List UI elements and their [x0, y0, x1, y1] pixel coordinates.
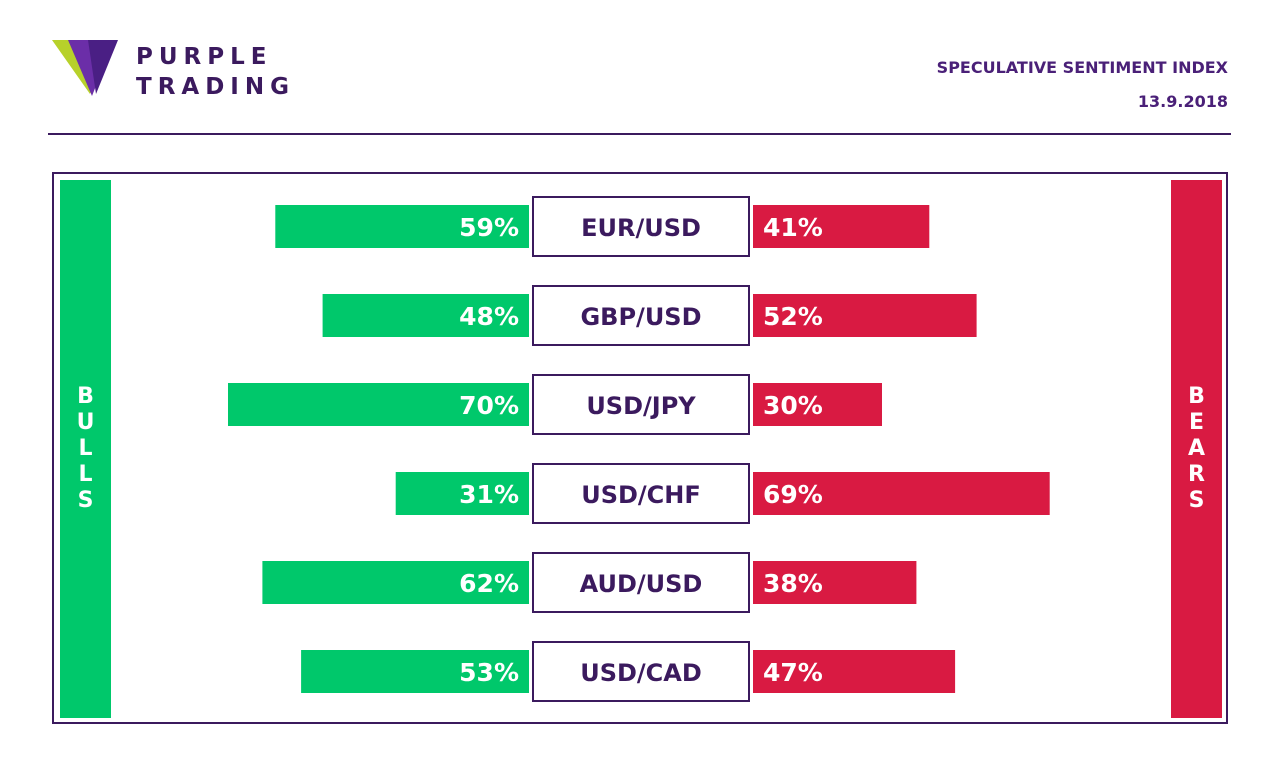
bears-label: BEARS [1184, 384, 1209, 514]
bulls-value-label: 53% [459, 658, 519, 687]
currency-pair-label: USD/JPY [586, 392, 696, 420]
bulls-side-bar: BULLS [60, 180, 111, 718]
purple-trading-logo[interactable]: PURPLE TRADING [52, 38, 312, 102]
pair-box [532, 285, 750, 346]
bulls-label: BULLS [73, 384, 98, 514]
bears-bar [753, 205, 930, 248]
bears-side-bar: BEARS [1171, 180, 1222, 718]
logo-mark-icon [52, 40, 118, 96]
pair-box [532, 552, 750, 613]
brand-name: PURPLE TRADING [136, 42, 295, 102]
bulls-bar [322, 294, 529, 337]
bears-value-label: 47% [763, 658, 823, 687]
currency-pair-label: GBP/USD [580, 303, 701, 331]
currency-pair-label: USD/CHF [581, 481, 701, 509]
bulls-value-label: 31% [459, 480, 519, 509]
bears-bar [753, 294, 977, 337]
bears-bar [753, 561, 917, 604]
bears-value-label: 41% [763, 213, 823, 242]
brand-line-2: TRADING [136, 74, 295, 100]
brand-line-1: PURPLE [136, 44, 273, 70]
currency-pair-label: USD/CAD [580, 659, 702, 687]
bulls-value-label: 70% [459, 391, 519, 420]
report-date: 13.9.2018 [1137, 92, 1228, 111]
pair-box [532, 463, 750, 524]
bulls-bar [275, 205, 529, 248]
bulls-bar [395, 472, 529, 515]
pair-box [532, 641, 750, 702]
bulls-value-label: 48% [459, 302, 519, 331]
bears-value-label: 69% [763, 480, 823, 509]
page-title: SPECULATIVE SENTIMENT INDEX [936, 58, 1228, 77]
currency-pair-label: EUR/USD [581, 214, 701, 242]
currency-pair-label: AUD/USD [580, 570, 703, 598]
bulls-bar [228, 383, 529, 426]
bears-bar [753, 650, 956, 693]
bulls-bar [262, 561, 529, 604]
pair-box [532, 374, 750, 435]
bears-bar [753, 472, 1050, 515]
header: SPECULATIVE SENTIMENT INDEX 13.9.2018 [937, 56, 1228, 124]
bulls-bar [301, 650, 529, 693]
bulls-value-label: 59% [459, 213, 519, 242]
bears-value-label: 30% [763, 391, 823, 420]
chart-frame [52, 172, 1228, 724]
bears-value-label: 52% [763, 302, 823, 331]
bears-bar [753, 383, 882, 426]
bears-value-label: 38% [763, 569, 823, 598]
header-divider [48, 133, 1231, 135]
bulls-value-label: 62% [459, 569, 519, 598]
pair-box [532, 196, 750, 257]
